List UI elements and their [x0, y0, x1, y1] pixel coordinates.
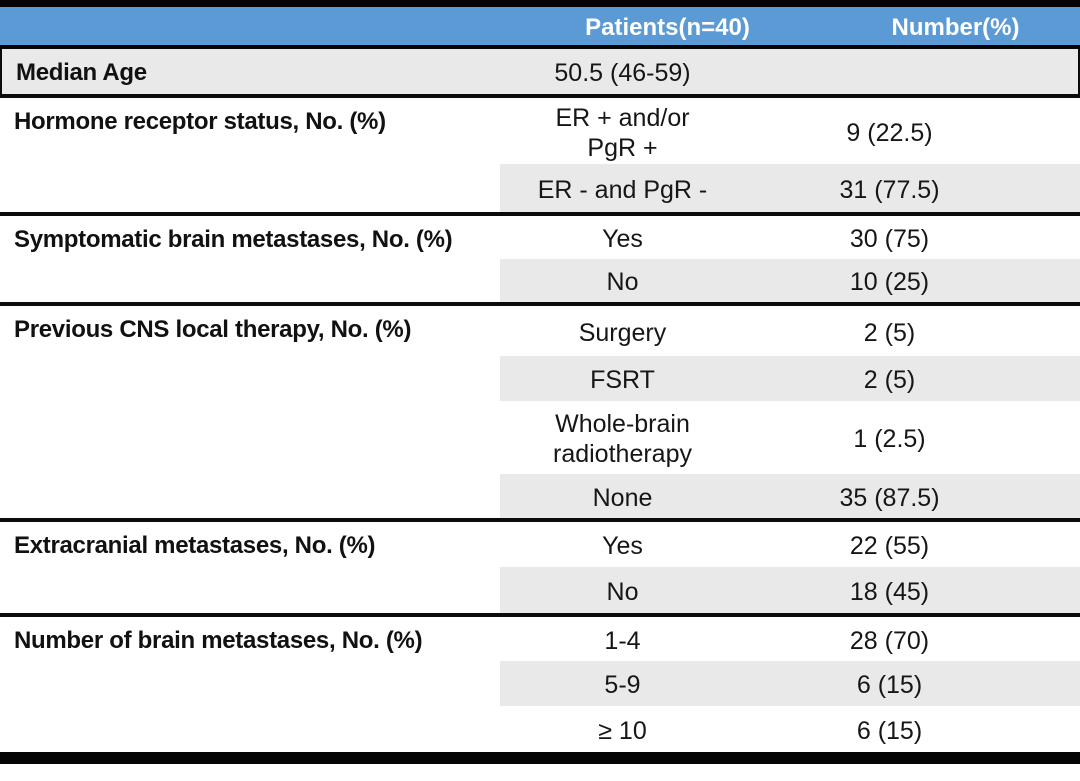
table-row: ER - and PgR - 31 (77.5): [500, 164, 1080, 212]
value-cell: 2 (5): [863, 318, 916, 347]
value-cell: 35 (87.5): [839, 483, 940, 512]
table-row-group: Hormone receptor status, No. (%) ER + and…: [0, 98, 1080, 216]
value-cell: 30 (75): [849, 225, 930, 253]
category-cell: Surgery: [578, 318, 667, 347]
row-group-label-cell: Previous CNS local therapy, No. (%): [0, 306, 500, 518]
value-cell: [745, 49, 1076, 94]
category-cell: ≥ 10: [598, 716, 647, 745]
category-cell: No: [606, 268, 639, 296]
header-cell-patients: Patients(n=40): [585, 13, 750, 41]
value-cell: 28 (70): [849, 626, 930, 655]
row-group-label-cell: Symptomatic brain metastases, No. (%): [0, 216, 500, 302]
table-row: Surgery 2 (5): [500, 306, 1080, 356]
category-cell: ER - and PgR -: [537, 175, 708, 204]
table-row: FSRT 2 (5): [500, 356, 1080, 401]
value-cell: 10 (25): [849, 268, 930, 296]
value-cell: 18 (45): [849, 577, 930, 606]
category-cell: Yes: [602, 225, 643, 253]
table-row-group: Median Age 50.5 (46-59): [0, 49, 1080, 98]
table-row-group: Symptomatic brain metastases, No. (%) Yes…: [0, 216, 1080, 306]
table-row: ≥ 10 6 (15): [500, 706, 1080, 752]
header-cell-number: Number(%): [891, 13, 1020, 41]
value-cell: 6 (15): [856, 671, 923, 699]
row-group-rows: ER + and/or PgR + 9 (22.5) ER - and PgR - 3…: [500, 98, 1080, 212]
row-group-rows: 1-4 28 (70) 5-9 6 (15) ≥ 10 6 (15): [500, 617, 1080, 752]
table-row: 50.5 (46-59): [500, 49, 1078, 94]
value-cell: 31 (77.5): [839, 175, 940, 204]
row-group-label-cell: Number of brain metastases, No. (%): [0, 617, 500, 752]
row-group-label-cell: Median Age: [2, 49, 500, 94]
table-row: No 18 (45): [500, 567, 1080, 613]
category-cell: Whole-brain radiotherapy: [553, 410, 692, 468]
table-row: 5-9 6 (15): [500, 661, 1080, 706]
row-group-label: Previous CNS local therapy, No. (%): [14, 316, 412, 344]
row-group-rows: Yes 22 (55) No 18 (45): [500, 522, 1080, 613]
table-row: No 10 (25): [500, 259, 1080, 302]
table-row: 1-4 28 (70): [500, 617, 1080, 661]
category-cell: Yes: [602, 532, 643, 560]
patient-characteristics-table: Patients(n=40) Number(%) Median Age 50.5 …: [0, 0, 1080, 764]
table-row-group: Number of brain metastases, No. (%) 1-4 28…: [0, 617, 1080, 752]
table-row: Whole-brain radiotherapy 1 (2.5): [500, 401, 1080, 474]
table-body: Median Age 50.5 (46-59) Hormone receptor s…: [0, 49, 1080, 752]
category-cell: 1-4: [604, 626, 641, 655]
value-cell: 9 (22.5): [846, 118, 933, 147]
row-group-rows: Yes 30 (75) No 10 (25): [500, 216, 1080, 302]
table-row-group: Extracranial metastases, No. (%) Yes 22 (5…: [0, 522, 1080, 617]
table-row: ER + and/or PgR + 9 (22.5): [500, 98, 1080, 164]
category-cell: 5-9: [604, 671, 641, 699]
header-cell-empty: [0, 7, 500, 45]
row-group-label-cell: Extracranial metastases, No. (%): [0, 522, 500, 613]
category-cell: 50.5 (46-59): [554, 59, 691, 87]
row-group-label: Hormone receptor status, No. (%): [14, 108, 386, 136]
category-cell: No: [606, 577, 639, 606]
table-row-group: Previous CNS local therapy, No. (%) Surge…: [0, 306, 1080, 522]
category-cell: ER + and/or PgR +: [555, 103, 690, 162]
value-cell: 6 (15): [856, 716, 923, 745]
row-group-label: Median Age: [16, 59, 147, 87]
row-group-label: Extracranial metastases, No. (%): [14, 532, 376, 560]
table-row: Yes 22 (55): [500, 522, 1080, 567]
value-cell: 22 (55): [849, 532, 930, 560]
row-group-rows: Surgery 2 (5) FSRT 2 (5) Whole-brain radioth…: [500, 306, 1080, 518]
table-row: Yes 30 (75): [500, 216, 1080, 259]
row-group-label: Number of brain metastases, No. (%): [14, 627, 423, 655]
category-cell: FSRT: [590, 366, 655, 394]
value-cell: 1 (2.5): [853, 425, 926, 453]
row-group-rows: 50.5 (46-59): [500, 49, 1078, 94]
category-cell: None: [592, 483, 653, 512]
value-cell: 2 (5): [863, 366, 916, 394]
row-group-label: Symptomatic brain metastases, No. (%): [14, 226, 453, 254]
table-header-row: Patients(n=40) Number(%): [0, 7, 1080, 49]
row-group-label-cell: Hormone receptor status, No. (%): [0, 98, 500, 212]
table-row: None 35 (87.5): [500, 474, 1080, 518]
